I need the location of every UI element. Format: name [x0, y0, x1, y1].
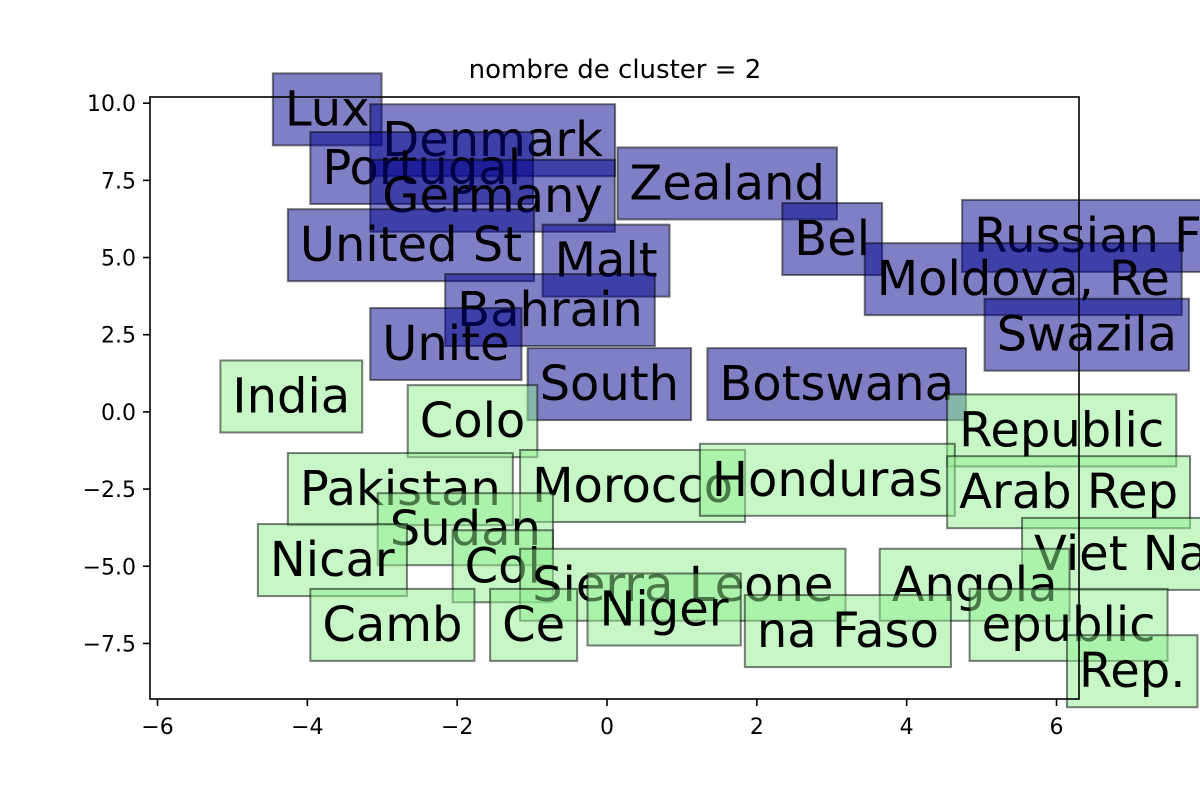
cluster-2-point-label: Republic — [946, 393, 1178, 468]
y-tick-label: 7.5 — [101, 169, 136, 194]
point-label-text: na Faso — [757, 603, 939, 659]
point-label-box — [706, 347, 968, 422]
cluster-2-point-label: Rep. — [1066, 634, 1199, 709]
point-label-box — [586, 572, 742, 647]
point-label-box — [743, 594, 952, 669]
x-tick-label: −2 — [441, 715, 473, 740]
cluster-1-point-label: Swazila — [983, 297, 1191, 372]
point-label-box — [369, 306, 523, 381]
cluster-1-point-label: United St — [286, 208, 536, 283]
point-label-box — [698, 442, 956, 517]
cluster-2-point-label: Colo — [406, 384, 539, 459]
point-label-text: Colo — [420, 393, 526, 449]
point-label-text: Lux — [285, 81, 370, 137]
point-labels: LuxDenmarkPortugalGermanyZealandUnited S… — [219, 72, 1200, 709]
cluster-2-point-label: na Faso — [743, 594, 952, 669]
plot-frame — [149, 96, 1080, 700]
y-tick-label: 5.0 — [101, 247, 136, 272]
cluster-2-point-label: Niger — [586, 572, 742, 647]
y-axis: −7.5 −5.0 −2.5 0.0 2.5 5.0 7.5 10.0 — [83, 92, 150, 657]
point-label-text: Nicar — [270, 532, 395, 588]
point-label-box — [983, 297, 1191, 372]
x-tick-label: 0 — [600, 715, 614, 740]
point-label-box — [526, 347, 693, 422]
y-tick-label: 0.0 — [101, 401, 136, 426]
y-tick-label: −5.0 — [83, 555, 136, 580]
point-label-box — [489, 587, 579, 662]
point-label-text: Rep. — [1079, 643, 1185, 699]
cluster-2-point-label: Ce — [489, 587, 579, 662]
point-label-text: Bel — [794, 211, 870, 267]
cluster-1-point-label: Bahrain — [444, 273, 656, 348]
point-label-text: Ce — [502, 597, 565, 653]
point-label-text: India — [232, 368, 350, 424]
point-label-text: Swazila — [997, 307, 1177, 363]
point-label-box — [309, 587, 476, 662]
cluster-2-point-label: Honduras — [698, 442, 956, 517]
x-axis: −6 −4 −2 0 2 4 6 — [141, 699, 1064, 740]
x-tick-label: 2 — [750, 715, 764, 740]
point-label-box — [946, 393, 1178, 468]
point-label-box — [286, 208, 536, 283]
point-label-text: United St — [300, 217, 522, 273]
point-label-text: Botswana — [719, 356, 954, 412]
point-label-text: Camb — [322, 597, 462, 653]
point-label-text: Honduras — [712, 452, 943, 508]
x-tick-label: 4 — [900, 715, 914, 740]
cluster-1-point-label: South — [526, 347, 693, 422]
y-tick-label: −2.5 — [83, 478, 136, 503]
cluster-1-point-label: Unite — [369, 306, 523, 381]
cluster-1-point-label: Botswana — [706, 347, 968, 422]
point-label-box — [219, 359, 364, 434]
point-label-text: Republic — [959, 402, 1164, 458]
cluster-2-point-label: Nicar — [256, 523, 408, 598]
y-tick-label: −7.5 — [83, 632, 136, 657]
cluster-2-point-label: India — [219, 359, 364, 434]
point-label-text: Niger — [600, 581, 729, 637]
point-label-text: Unite — [382, 316, 509, 372]
point-label-box — [1066, 634, 1199, 709]
chart-title: nombre de cluster = 2 — [469, 55, 762, 85]
x-tick-label: 6 — [1050, 715, 1064, 740]
y-tick-label: 10.0 — [87, 92, 136, 117]
point-label-text: Arab Rep — [959, 464, 1178, 520]
cluster-2-point-label: Camb — [309, 587, 476, 662]
y-tick-label: 2.5 — [101, 324, 136, 349]
x-tick-label: −4 — [291, 715, 323, 740]
x-tick-label: −6 — [141, 715, 173, 740]
point-label-text: South — [540, 356, 680, 412]
